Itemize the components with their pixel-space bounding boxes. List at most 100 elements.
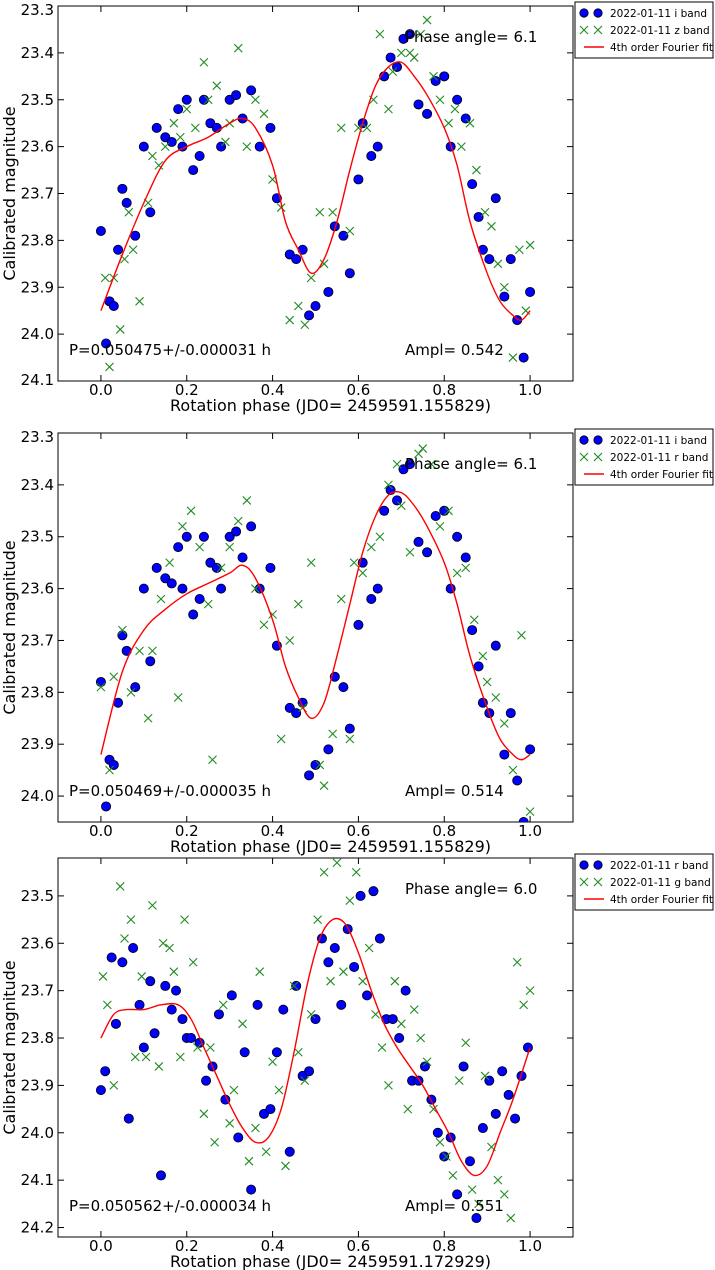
y-tick-label: 23.8	[21, 1029, 54, 1047]
data-point-circle	[510, 1113, 521, 1124]
data-point-circle	[291, 254, 302, 265]
data-point-cross	[384, 104, 393, 114]
legend-entry-label: 2022-01-11 r band	[610, 860, 708, 872]
legend-cross-swatch	[579, 452, 589, 462]
data-point-circle	[484, 254, 495, 265]
data-point-circle	[231, 526, 242, 537]
data-point-cross	[276, 203, 286, 212]
y-tick-label: 23.3	[21, 428, 54, 446]
legend-cross-swatch	[593, 25, 603, 35]
data-point-cross	[480, 207, 490, 217]
data-point-circle	[385, 52, 396, 63]
amplitude-annotation: Ampl= 0.551	[405, 1197, 504, 1215]
legend-circle-swatch	[593, 860, 603, 870]
data-point-circle	[323, 286, 334, 297]
data-point-circle	[108, 759, 119, 770]
y-tick-label: 23.5	[21, 887, 54, 905]
data-point-cross	[261, 1147, 271, 1157]
data-point-cross	[233, 516, 243, 526]
series-1	[95, 459, 536, 822]
data-point-cross	[203, 95, 213, 105]
data-point-cross	[375, 532, 385, 542]
data-point-cross	[429, 71, 438, 81]
data-point-circle	[422, 108, 433, 119]
x-tick-label: 0.4	[261, 381, 285, 399]
data-point-cross	[169, 118, 179, 128]
data-point-circle	[394, 1033, 405, 1044]
data-point-circle	[439, 505, 450, 516]
data-point-circle	[181, 531, 192, 542]
data-point-cross	[493, 259, 503, 269]
data-point-circle	[503, 1089, 514, 1100]
data-point-cross	[148, 646, 157, 656]
data-point-circle	[226, 990, 237, 1001]
data-point-cross	[216, 563, 226, 573]
y-tick-label: 24.2	[21, 1219, 54, 1237]
data-point-cross	[461, 1038, 471, 1048]
data-point-cross	[102, 1000, 112, 1010]
data-point-circle	[134, 999, 145, 1010]
phase-angle-annotation: Phase angle= 6.0	[405, 880, 537, 898]
data-point-circle	[338, 682, 349, 693]
x-tick-label: 0.8	[432, 822, 456, 840]
data-point-circle	[458, 1061, 469, 1072]
data-point-circle	[439, 1151, 450, 1162]
data-point-circle	[101, 338, 112, 349]
data-point-circle	[467, 625, 478, 636]
data-point-cross	[289, 981, 299, 991]
data-point-circle	[392, 495, 403, 506]
data-point-cross	[377, 1043, 387, 1052]
data-point-cross	[212, 81, 222, 91]
x-tick-label: 1.0	[518, 822, 542, 840]
data-point-cross	[328, 207, 338, 217]
series-2	[96, 444, 535, 817]
data-point-cross	[358, 568, 368, 578]
data-point-circle	[151, 562, 162, 573]
data-point-cross	[444, 118, 453, 128]
data-point-cross	[480, 1071, 490, 1081]
data-point-cross	[396, 48, 406, 58]
data-point-circle	[310, 300, 321, 311]
y-tick-label: 23.4	[21, 476, 54, 494]
data-point-cross	[461, 563, 471, 573]
data-point-circle	[304, 1066, 315, 1077]
data-point-circle	[224, 531, 235, 542]
data-point-circle	[201, 1075, 212, 1086]
data-point-circle	[151, 122, 162, 133]
data-point-circle	[522, 1042, 533, 1053]
data-point-cross	[203, 599, 213, 609]
data-point-cross	[225, 1118, 235, 1128]
data-point-cross	[148, 900, 157, 910]
data-point-circle	[439, 71, 450, 82]
data-point-circle	[344, 268, 355, 279]
y-tick-label: 23.9	[21, 735, 54, 753]
data-point-cross	[143, 713, 153, 723]
data-point-cross	[450, 104, 460, 114]
data-point-circle	[216, 583, 227, 594]
data-point-circle	[246, 85, 257, 96]
y-tick-label: 23.5	[21, 528, 54, 546]
x-tick-label: 1.0	[518, 381, 542, 399]
legend-circle-swatch	[593, 8, 603, 18]
data-point-cross	[366, 542, 376, 552]
data-point-cross	[418, 444, 428, 453]
period-annotation: P=0.050469+/-0.000035 h	[69, 782, 271, 800]
data-point-cross	[332, 858, 342, 868]
data-point-cross	[499, 719, 509, 728]
data-point-circle	[95, 676, 106, 687]
legend-cross-swatch	[579, 25, 589, 35]
x-tick-label: 0.6	[346, 822, 370, 840]
data-point-cross	[165, 558, 174, 568]
data-point-circle	[284, 702, 295, 713]
data-point-cross	[358, 976, 368, 986]
series-1	[95, 29, 536, 363]
data-point-cross	[429, 1104, 438, 1114]
data-point-circle	[194, 150, 205, 161]
data-point-circle	[361, 990, 372, 1001]
data-point-circle	[177, 583, 188, 594]
legend-entry-label: 2022-01-11 i band	[610, 435, 707, 447]
plot-area	[95, 444, 536, 822]
data-point-circle	[233, 1132, 244, 1143]
y-tick-label: 24.0	[21, 325, 54, 343]
data-point-cross	[467, 1185, 477, 1195]
